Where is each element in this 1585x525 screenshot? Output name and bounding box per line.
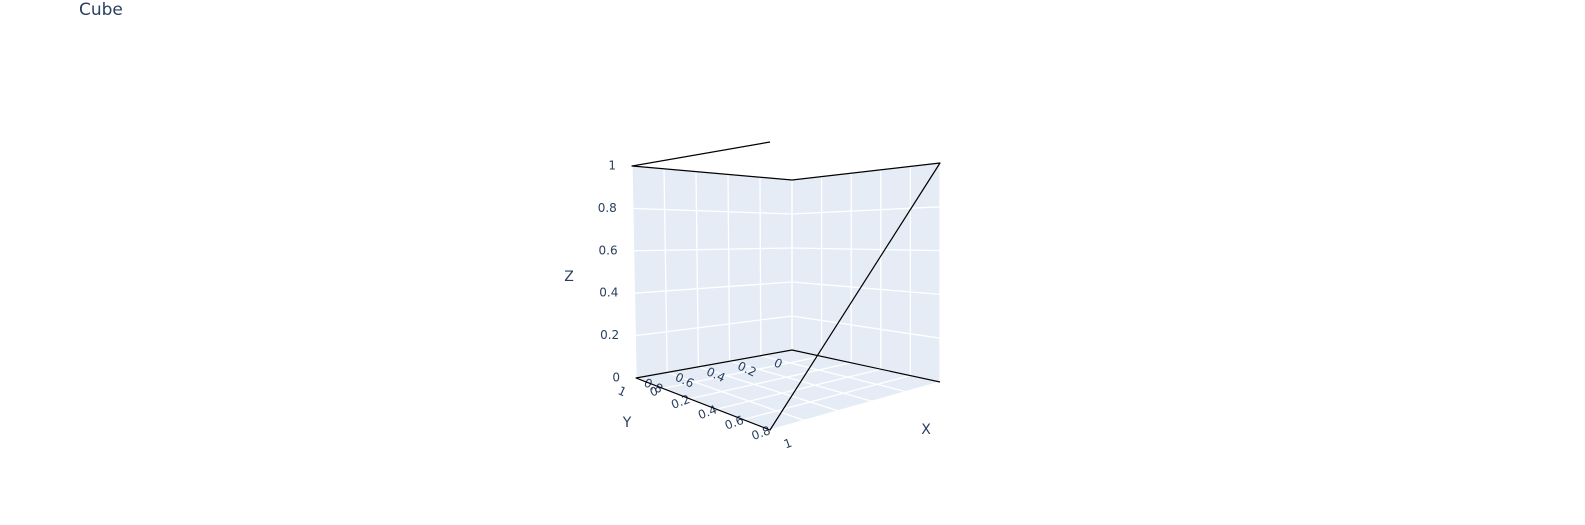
pane-x0	[632, 166, 792, 378]
series-line-0	[631, 141, 941, 431]
data-trace	[631, 141, 941, 431]
z-tick-label: 0.6	[599, 243, 618, 257]
axis-titles: Z Y X	[564, 269, 931, 438]
grid-line-x0-z1	[635, 315, 793, 337]
grid-line-z0-x2	[689, 362, 852, 400]
grid-line-z0-x5	[769, 381, 941, 431]
chart-title: Cube	[79, 0, 123, 20]
grid-line-z0-x4	[743, 374, 911, 421]
grid-line-x0-y2	[727, 174, 731, 362]
x-tick-label: 0	[648, 384, 660, 400]
grid-line-x0-y3	[695, 171, 700, 367]
z-tick-label: 1	[608, 159, 616, 173]
grid-line-z0-x3	[716, 368, 881, 410]
grid-line-x0-z4	[632, 207, 793, 215]
y-axis-title: Y	[622, 415, 632, 431]
pane-y0	[792, 163, 940, 382]
grid-line-y0-z2	[791, 281, 941, 296]
x-tick-label: 1	[782, 436, 794, 452]
z-tick-label: 0.2	[600, 328, 619, 342]
z-tick-label: 0	[612, 371, 620, 385]
y-tick-label: 1	[616, 384, 629, 400]
z-tick-label: 0.4	[599, 286, 618, 300]
grid-line-y0-z1	[791, 315, 941, 339]
grid-line-y0-z4	[791, 206, 941, 215]
grid-line-z0-x1	[662, 355, 822, 390]
grid-line-x0-z2	[634, 281, 793, 294]
grid-line-x0-y1	[759, 177, 762, 356]
grid-line-x0-z3	[633, 247, 793, 252]
z-axis-title: Z	[564, 269, 574, 285]
x-axis-title: X	[921, 422, 931, 438]
pane-z0	[636, 350, 940, 430]
grid-line-y0-z3	[791, 247, 941, 252]
grid-line-x0-y5	[631, 165, 637, 379]
axis-panes	[632, 163, 940, 430]
z-tick-label: 0.8	[598, 201, 617, 215]
grid-line-z0-y3	[698, 366, 839, 412]
grid-line-z0-y1	[760, 354, 907, 393]
grid-line-x0-y4	[663, 168, 668, 373]
